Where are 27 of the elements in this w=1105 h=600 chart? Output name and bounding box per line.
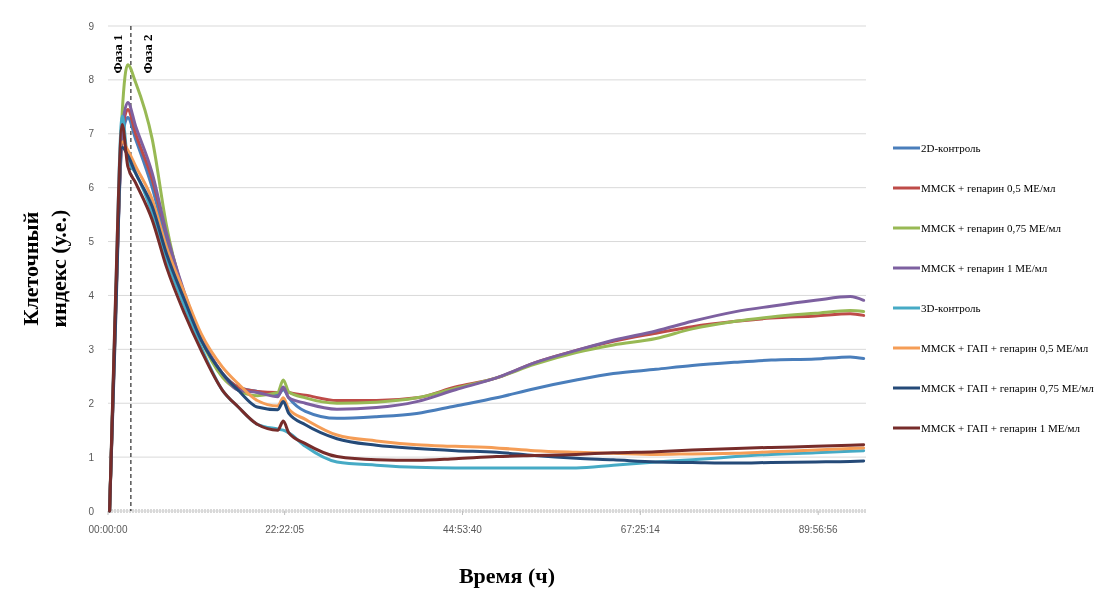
- y-tick-label: 3: [88, 343, 95, 355]
- y-tick-label: 9: [88, 20, 95, 32]
- legend-label: ММСК + ГАП + гепарин 0,75 МЕ/мл: [921, 381, 1095, 394]
- legend-label: ММСК + гепарин 0,5 МЕ/мл: [921, 181, 1056, 194]
- x-tick-label: 67:25:14: [620, 524, 661, 535]
- y-tick-label: 1: [88, 451, 95, 463]
- x-tick-label: 89:56:56: [798, 524, 839, 535]
- x-tick-label: 00:00:00: [88, 524, 128, 535]
- y-tick-label: 7: [88, 128, 95, 140]
- y-tick-label: 4: [88, 289, 95, 301]
- legend-label: ММСК + гепарин 1 МЕ/мл: [921, 261, 1048, 274]
- x-tick-label: 44:53:40: [443, 524, 483, 535]
- annotation: Фаза 1: [109, 34, 125, 74]
- annotation: Фаза 2: [139, 34, 155, 74]
- x-axis-title: Время (ч): [458, 563, 556, 588]
- y-tick-label: 0: [88, 505, 95, 517]
- legend-label: ММСК + ГАП + гепарин 0,5 МЕ/мл: [921, 341, 1089, 354]
- y-tick-label: 8: [88, 74, 95, 86]
- legend-label: 2D-контроль: [921, 141, 981, 154]
- y-axis-title: Клеточный индекс (у.е.): [18, 209, 71, 328]
- y-tick-label: 6: [88, 182, 95, 194]
- legend-label: 3D-контроль: [921, 301, 981, 314]
- y-tick-label: 5: [88, 236, 95, 248]
- legend-label: ММСК + гепарин 0,75 МЕ/мл: [921, 221, 1062, 234]
- legend-label: ММСК + ГАП + гепарин 1 МЕ/мл: [921, 421, 1081, 434]
- y-tick-label: 2: [88, 397, 95, 409]
- x-tick-label: 22:22:05: [265, 524, 305, 535]
